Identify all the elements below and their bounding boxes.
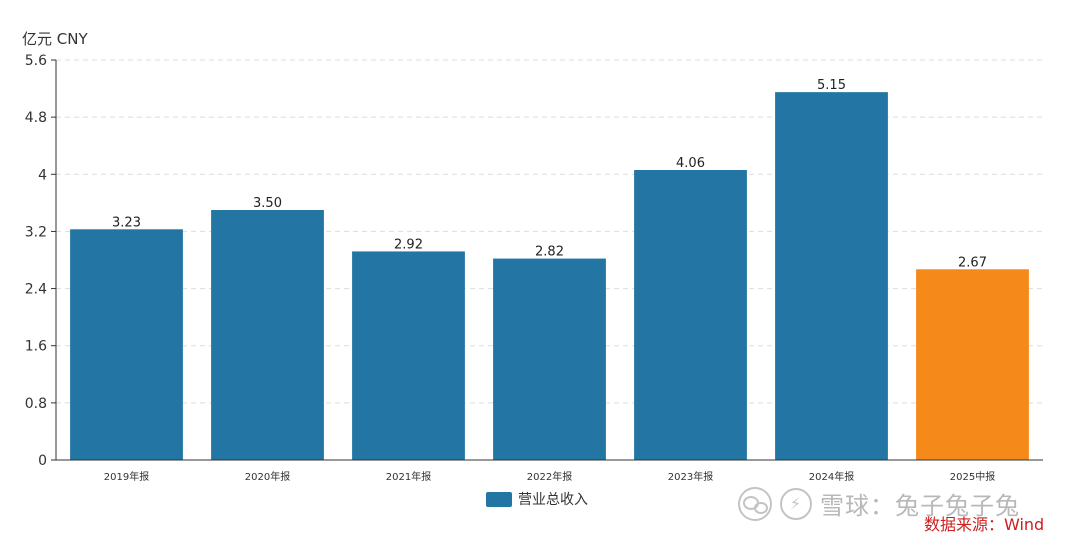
- data-source-label: 数据来源：Wind: [924, 515, 1045, 534]
- y-tick-label: 4: [38, 167, 47, 183]
- data-label: 4.06: [676, 156, 705, 171]
- x-tick-label: 2020年报: [245, 470, 290, 483]
- bar-2020年报[interactable]: [211, 210, 324, 460]
- x-tick-label: 2025中报: [950, 470, 995, 483]
- x-tick-label: 2021年报: [386, 470, 431, 483]
- bar-2023年报[interactable]: [634, 170, 747, 460]
- data-label: 2.82: [535, 245, 564, 260]
- x-tick-label: 2019年报: [104, 470, 149, 483]
- bars: [70, 92, 1029, 461]
- y-tick-label: 2.4: [25, 282, 47, 298]
- wechat-icon: [738, 486, 772, 521]
- data-label: 5.15: [817, 78, 846, 93]
- legend-label: 营业总收入: [518, 492, 588, 508]
- data-label: 2.67: [958, 255, 987, 270]
- watermark: ⚡ 雪球：兔子兔子兔: [738, 486, 1020, 521]
- data-label: 3.23: [112, 215, 141, 230]
- x-tick-label: 2024年报: [809, 470, 854, 483]
- watermark-text: 雪球：兔子兔子兔: [820, 492, 1020, 520]
- data-label: 3.50: [253, 196, 282, 211]
- y-tick-label: 3.2: [25, 224, 47, 240]
- x-tick-label: 2022年报: [527, 470, 572, 483]
- y-tick-label: 1.6: [25, 339, 47, 355]
- bar-2021年报[interactable]: [352, 251, 465, 460]
- bar-2025中报[interactable]: [916, 269, 1029, 460]
- y-tick-label: 0: [38, 453, 47, 469]
- y-tick-label: 5.6: [25, 53, 47, 69]
- bar-2024年报[interactable]: [775, 92, 888, 461]
- legend-swatch: [486, 491, 512, 507]
- y-tick-label: 0.8: [25, 396, 47, 412]
- axes: [55, 60, 1043, 461]
- data-labels: 3.23 3.50 2.92 2.82 4.06 5.15 2.67: [112, 78, 987, 270]
- bar-2022年报[interactable]: [493, 258, 606, 460]
- bar-2019年报[interactable]: [70, 229, 183, 460]
- legend[interactable]: 营业总收入: [486, 489, 588, 509]
- x-tick-labels: 2019年报 2020年报 2021年报 2022年报 2023年报 2024年报 2025…: [104, 470, 995, 483]
- y-axis-unit-label: 亿元 CNY: [22, 30, 88, 48]
- data-label: 2.92: [394, 237, 423, 252]
- y-tick-labels: 0 0.8 1.6 2.4 3.2 4 4.8 5.6: [25, 53, 56, 469]
- x-tick-label: 2023年报: [668, 470, 713, 483]
- y-tick-label: 4.8: [25, 110, 47, 126]
- xueqiu-logo-icon: ⚡: [780, 487, 812, 520]
